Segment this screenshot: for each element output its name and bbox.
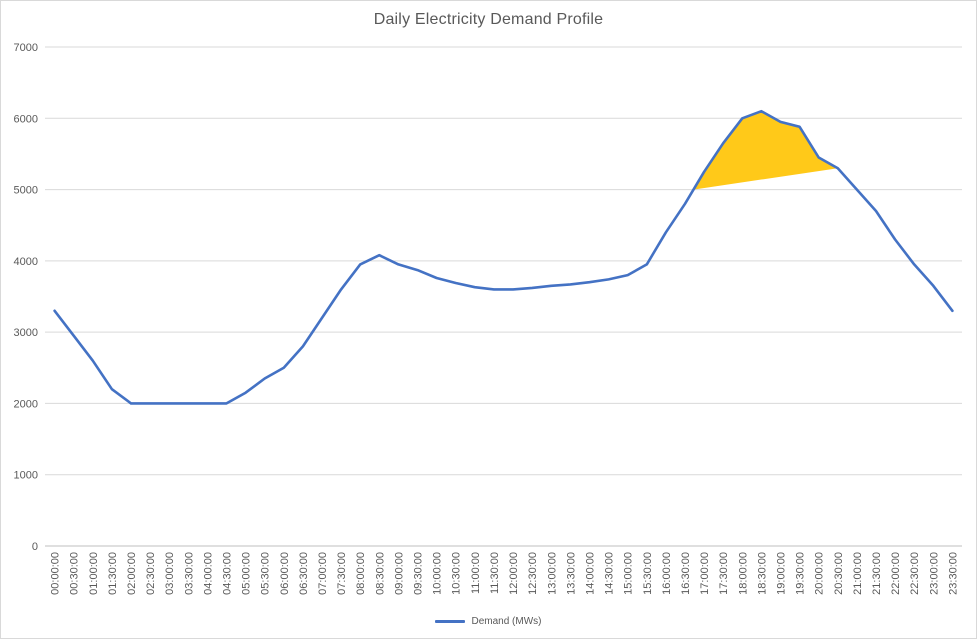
x-tick-label: 00:30:00 — [69, 552, 81, 595]
y-tick-label: 0 — [32, 541, 38, 553]
x-tick-label: 23:00:00 — [928, 552, 940, 595]
x-tick-label: 06:30:00 — [298, 552, 310, 595]
x-tick-label: 14:00:00 — [584, 552, 596, 595]
x-tick-label: 12:30:00 — [527, 552, 539, 595]
x-tick-label: 11:00:00 — [470, 552, 482, 594]
y-tick-label: 3000 — [14, 327, 38, 339]
x-tick-label: 15:00:00 — [623, 552, 635, 595]
peak-highlight-area — [693, 111, 838, 190]
x-tick-label: 17:00:00 — [699, 552, 711, 595]
y-tick-label: 6000 — [14, 113, 38, 125]
x-tick-label: 22:30:00 — [909, 552, 921, 595]
x-tick-label: 20:30:00 — [833, 552, 845, 595]
demand-line — [53, 109, 954, 405]
x-tick-label: 11:30:00 — [489, 552, 501, 594]
x-tick-label: 18:00:00 — [737, 552, 749, 595]
x-tick-label: 15:30:00 — [642, 552, 654, 595]
x-tick-label: 21:00:00 — [852, 552, 864, 595]
x-tick-label: 12:00:00 — [508, 552, 520, 595]
x-tick-label: 06:00:00 — [279, 552, 291, 595]
x-tick-label: 02:00:00 — [126, 552, 138, 595]
legend-line-swatch — [435, 619, 466, 623]
legend: Demand (MWs) — [1, 612, 976, 630]
x-tick-label: 08:00:00 — [355, 552, 367, 595]
x-tick-label: 16:30:00 — [680, 552, 692, 595]
x-tick-label: 00:00:00 — [50, 552, 62, 595]
y-tick-label: 7000 — [14, 42, 38, 54]
x-tick-label: 13:00:00 — [546, 552, 558, 595]
x-tick-label: 01:00:00 — [88, 552, 100, 595]
x-tick-label: 14:30:00 — [604, 552, 616, 595]
legend-label: Demand (MWs) — [471, 615, 542, 627]
x-tick-label: 20:00:00 — [814, 552, 826, 595]
x-tick-label: 19:30:00 — [795, 552, 807, 595]
chart-title: Daily Electricity Demand Profile — [373, 11, 604, 28]
x-tick-label: 10:00:00 — [432, 552, 444, 595]
x-tick-label: 09:00:00 — [393, 552, 405, 595]
x-tick-label: 04:30:00 — [221, 552, 233, 595]
x-tick-label: 07:30:00 — [336, 552, 348, 595]
x-tick-label: 21:30:00 — [871, 552, 883, 595]
x-tick-label: 01:30:00 — [107, 552, 119, 595]
x-tick-label: 23:30:00 — [947, 552, 959, 595]
x-tick-label: 13:30:00 — [565, 552, 577, 595]
x-tick-label: 16:00:00 — [661, 552, 673, 595]
x-tick-label: 08:30:00 — [374, 552, 386, 595]
x-tick-label: 03:00:00 — [164, 552, 176, 595]
x-tick-label: 17:30:00 — [718, 552, 730, 595]
x-tick-label: 02:30:00 — [145, 552, 157, 595]
y-tick-label: 4000 — [14, 256, 38, 268]
x-tick-label: 05:00:00 — [241, 552, 253, 595]
y-tick-label: 1000 — [14, 470, 38, 482]
x-tick-label: 18:30:00 — [756, 552, 768, 595]
x-tick-label: 07:00:00 — [317, 552, 329, 595]
y-tick-label: 2000 — [14, 398, 38, 410]
x-tick-label: 03:30:00 — [183, 552, 195, 595]
x-tick-label: 04:00:00 — [202, 552, 214, 595]
x-tick-label: 10:30:00 — [451, 552, 463, 595]
x-tick-label: 05:30:00 — [260, 552, 272, 595]
x-tick-label: 09:30:00 — [413, 552, 425, 595]
x-tick-label: 19:00:00 — [776, 552, 788, 595]
x-tick-label: 22:00:00 — [890, 552, 902, 595]
y-tick-label: 5000 — [14, 185, 38, 197]
